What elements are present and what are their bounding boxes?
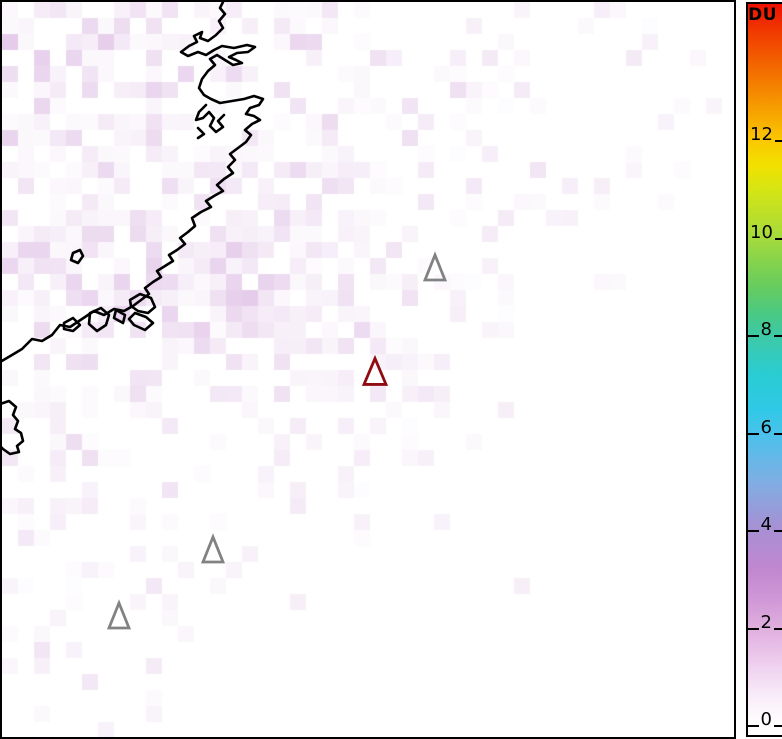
colorbar-tick-6: 6 — [748, 416, 782, 438]
colorbar-tick-label: 12 — [750, 124, 773, 146]
coastline — [194, 103, 226, 134]
map-area — [0, 0, 738, 739]
coastline — [112, 308, 127, 325]
colorbar-tick-0: 0 — [748, 709, 782, 731]
colorbar-tick-2: 2 — [748, 611, 782, 633]
colorbar-tick-12: 12 — [748, 124, 782, 146]
volcano-marker-triangle-icon — [200, 533, 226, 564]
coastline — [2, 2, 265, 363]
colorbar-tick-label: 0 — [760, 709, 772, 731]
colorbar-unit-label: DU — [748, 5, 777, 25]
colorbar-tick-label: 10 — [750, 221, 773, 243]
coastline — [127, 311, 155, 332]
coastline — [2, 399, 25, 456]
colorbar-tick-label: 2 — [760, 611, 772, 633]
colorbar-tick-label: 8 — [760, 319, 772, 341]
colorbar-tick-4: 4 — [748, 514, 782, 536]
volcano-marker-highlighted-triangle-icon — [361, 354, 389, 386]
volcano-marker-triangle-icon — [106, 599, 132, 630]
coastline — [69, 248, 85, 265]
coastline-and-markers-layer — [2, 2, 448, 630]
colorbar-tick-label: 6 — [760, 416, 772, 438]
coastline — [87, 306, 111, 333]
volcano-marker-triangle-icon — [422, 251, 448, 282]
coastline — [128, 292, 157, 315]
colorbar: DU 12 10 8 6 4 2 0 — [746, 2, 782, 737]
colorbar-gradient — [748, 4, 782, 735]
coastline — [62, 316, 82, 333]
coastline — [196, 126, 206, 140]
colorbar-tick-label: 4 — [760, 514, 772, 536]
colorbar-tick-10: 10 — [748, 221, 782, 243]
colorbar-tick-8: 8 — [748, 319, 782, 341]
